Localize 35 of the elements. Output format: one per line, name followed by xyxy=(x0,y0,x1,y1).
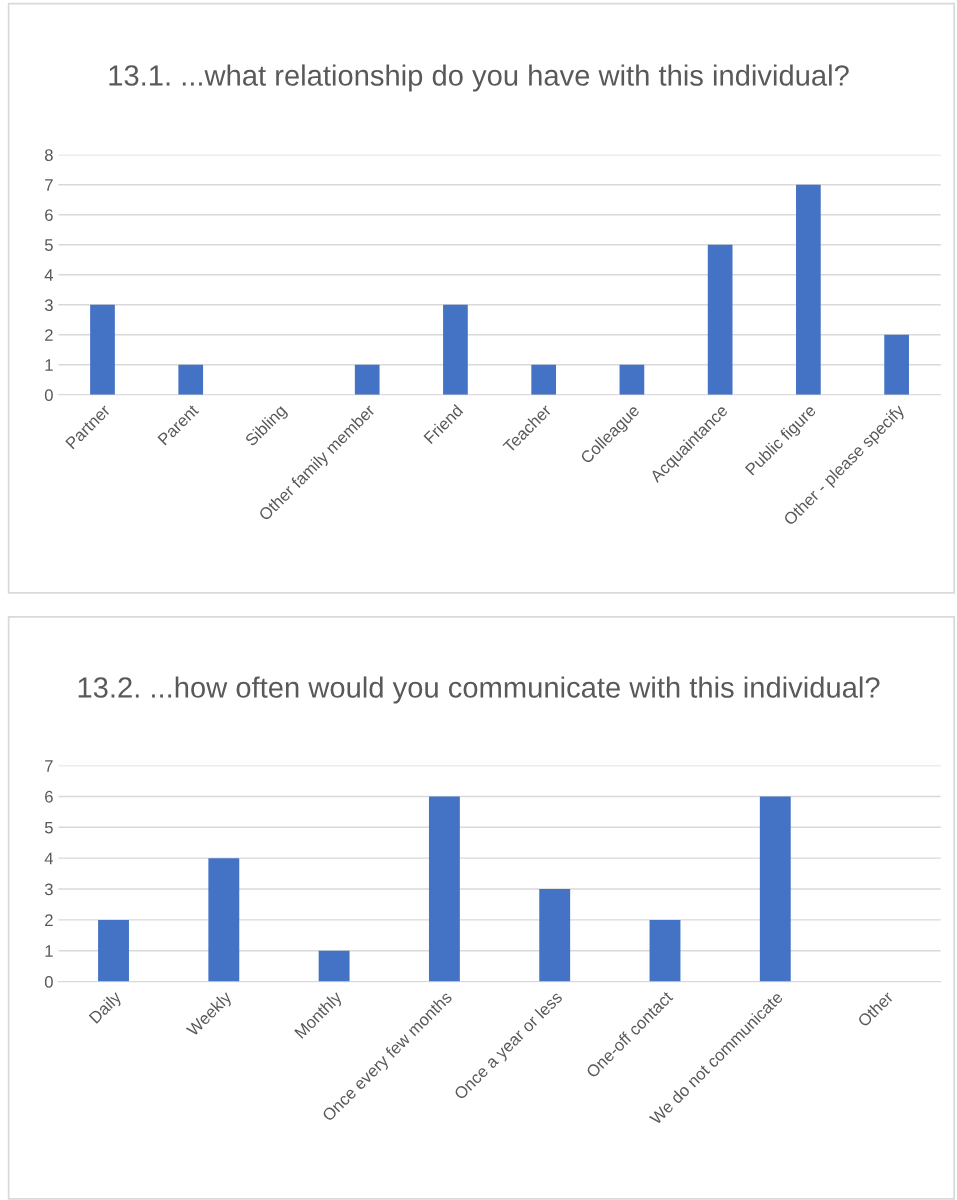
y-tick-label: 1 xyxy=(45,359,53,371)
chart-title: 13.2. ...how often would you communicate with this individual? xyxy=(78,676,880,704)
bar xyxy=(178,364,204,395)
bar xyxy=(759,796,791,982)
y-tick-label: 8 xyxy=(44,149,53,161)
bar xyxy=(208,858,240,982)
chart-title: 13.1. ...what relationship do you have with this individual? xyxy=(109,64,849,92)
bar xyxy=(796,184,821,395)
bar xyxy=(443,304,468,395)
y-tick-label: 2 xyxy=(45,914,53,926)
y-tick-label: 4 xyxy=(44,269,54,281)
y-tick-label: 6 xyxy=(45,790,53,803)
y-tick-label: 4 xyxy=(44,852,54,865)
y-tick-label: 7 xyxy=(45,179,53,191)
y-tick-label: 3 xyxy=(44,299,53,311)
bar xyxy=(531,364,557,395)
y-tick-label: 5 xyxy=(44,239,53,251)
bar xyxy=(649,919,681,982)
bar xyxy=(539,889,571,982)
y-tick-label: 5 xyxy=(44,821,53,834)
y-tick-label: 2 xyxy=(45,329,53,341)
bar xyxy=(884,334,909,395)
y-tick-label: 3 xyxy=(44,883,53,896)
y-tick-label: 1 xyxy=(45,945,53,957)
bar xyxy=(428,796,460,982)
bar xyxy=(354,364,380,395)
bar xyxy=(90,304,115,395)
y-tick-label: 0 xyxy=(44,389,53,401)
y-tick-label: 6 xyxy=(45,209,53,221)
bar xyxy=(318,950,350,982)
y-tick-label: 0 xyxy=(44,976,53,988)
bar xyxy=(707,244,733,395)
bar xyxy=(619,364,645,395)
bar xyxy=(98,919,129,982)
y-tick-label: 7 xyxy=(45,760,53,772)
